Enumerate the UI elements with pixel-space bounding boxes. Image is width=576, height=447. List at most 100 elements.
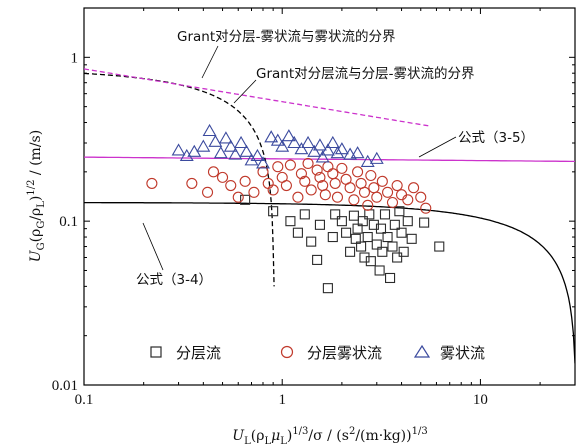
point-stratified — [379, 209, 391, 220]
point-stratified — [385, 272, 396, 284]
point-mist — [343, 147, 358, 160]
point-mist — [350, 146, 365, 159]
point-mist — [171, 143, 186, 156]
point-stratified — [375, 223, 387, 234]
point-stratified-mist — [311, 164, 323, 176]
point-stratified — [285, 216, 296, 227]
point-stratified — [356, 241, 367, 252]
point-stratified-mist — [305, 184, 317, 196]
point-mist — [330, 146, 345, 159]
point-mist — [213, 146, 228, 159]
point-stratified-mist — [314, 171, 326, 183]
legend-label-mist: 雾状流 — [440, 344, 485, 362]
curve-eq-3-5 — [84, 156, 575, 163]
data-points — [146, 123, 445, 294]
point-mist — [250, 148, 265, 162]
point-stratified-mist — [302, 157, 314, 170]
point-mist — [179, 148, 194, 162]
point-stratified — [341, 227, 352, 238]
point-mist — [301, 135, 315, 149]
point-stratified-mist — [225, 179, 237, 192]
point-stratified — [352, 223, 363, 234]
point-stratified-mist — [295, 168, 307, 180]
point-stratified — [371, 239, 382, 250]
point-stratified-mist — [299, 175, 311, 187]
point-stratified-mist — [232, 191, 244, 203]
point-stratified — [312, 254, 323, 265]
point-stratified-mist — [327, 168, 339, 180]
point-stratified-mist — [386, 196, 399, 209]
y-tick-label: 0.1 — [59, 214, 78, 230]
point-stratified-mist — [292, 191, 304, 203]
y-axis-label: UG(ρG/ρL)1/2 / (m/s) — [26, 130, 47, 262]
point-stratified — [368, 219, 379, 230]
point-mist — [228, 147, 243, 160]
x-tick-label: 0.1 — [75, 392, 94, 408]
point-stratified — [374, 265, 385, 276]
point-mist — [287, 135, 302, 149]
point-stratified-mist — [207, 166, 220, 178]
point-mist — [315, 150, 330, 163]
point-stratified-mist — [402, 194, 414, 206]
point-stratified — [377, 246, 388, 257]
annotation-eq34: 公式（3-4） — [136, 272, 212, 288]
point-mist — [223, 139, 238, 152]
point-stratified — [394, 206, 405, 217]
legend-label-stratified-mist: 分层雾状流 — [307, 344, 382, 362]
point-mist — [202, 123, 217, 137]
point-stratified-mist — [322, 161, 334, 173]
point-mist — [239, 144, 254, 157]
point-stratified-mist — [415, 191, 427, 203]
annotation-grant-strat: Grant对分层流与分层-雾状流的分界 — [256, 66, 475, 82]
annotation-arrow-3 — [418, 136, 457, 158]
legend-marker-triangle — [413, 344, 431, 358]
point-mist — [264, 130, 279, 143]
point-mist — [325, 135, 340, 149]
point-stratified-mist — [420, 202, 432, 214]
y-tick-label: 0.01 — [52, 378, 78, 394]
point-stratified — [419, 217, 430, 228]
curve-grant-stratified — [84, 72, 275, 287]
point-stratified — [345, 246, 356, 257]
curve-grant-mist — [84, 68, 430, 127]
point-mist — [369, 151, 384, 164]
point-mist — [275, 139, 290, 152]
point-stratified — [392, 252, 403, 263]
point-mist — [234, 135, 249, 149]
legend: 分层流 分层雾状流 雾状流 — [150, 344, 485, 362]
point-stratified-mist — [371, 191, 383, 203]
annotation-arrow-4 — [142, 222, 164, 271]
point-stratified — [389, 219, 400, 230]
point-stratified-mist — [186, 177, 198, 189]
point-mist — [307, 144, 322, 157]
point-stratified — [362, 231, 373, 243]
point-mist — [218, 131, 233, 144]
point-stratified-mist — [336, 162, 348, 174]
point-mist — [320, 143, 335, 156]
point-stratified-mist — [284, 159, 296, 171]
legend-marker-circle — [280, 345, 294, 359]
curve-eq-3-4 — [84, 201, 575, 364]
point-stratified-mist — [257, 166, 269, 178]
x-axis-label: UL(ρLμL)1/3/σ / (s2/(m·kg))1/3 — [232, 426, 427, 447]
point-mist — [281, 129, 296, 142]
point-mist — [196, 139, 211, 152]
legend-label-stratified: 分层流 — [176, 344, 221, 362]
point-stratified — [330, 209, 341, 220]
point-stratified-mist — [365, 169, 377, 182]
point-stratified-mist — [248, 186, 260, 198]
point-stratified-mist — [329, 177, 341, 189]
point-stratified — [268, 206, 279, 217]
point-stratified — [336, 216, 347, 227]
point-stratified — [240, 194, 251, 205]
point-stratified-mist — [396, 189, 408, 201]
point-stratified-mist — [239, 175, 251, 187]
point-stratified — [357, 216, 368, 227]
point-stratified — [299, 209, 310, 220]
point-stratified-mist — [368, 182, 380, 194]
point-stratified — [382, 231, 393, 243]
point-mist — [294, 142, 309, 155]
point-stratified — [434, 241, 445, 252]
point-stratified — [396, 227, 407, 238]
